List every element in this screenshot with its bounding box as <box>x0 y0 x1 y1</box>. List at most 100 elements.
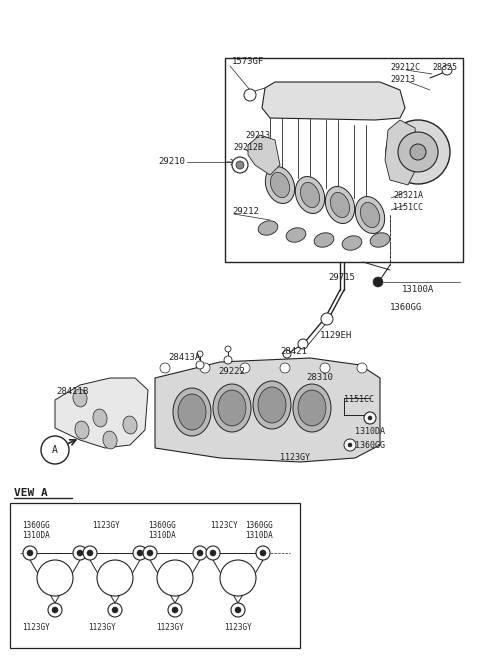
Circle shape <box>244 89 256 101</box>
Text: 1123GY: 1123GY <box>280 453 310 463</box>
Circle shape <box>235 607 241 613</box>
Text: VEW A: VEW A <box>14 488 48 498</box>
Circle shape <box>344 439 356 451</box>
Ellipse shape <box>295 177 324 214</box>
Text: 29210: 29210 <box>158 158 185 166</box>
Text: 28321A: 28321A <box>393 191 423 200</box>
Ellipse shape <box>73 389 87 407</box>
Text: 29213: 29213 <box>245 131 270 139</box>
Circle shape <box>210 550 216 556</box>
Circle shape <box>260 550 266 556</box>
Ellipse shape <box>342 236 362 250</box>
Circle shape <box>193 546 207 560</box>
Circle shape <box>321 313 333 325</box>
Text: 1573GF: 1573GF <box>232 58 264 66</box>
Ellipse shape <box>330 193 349 217</box>
Ellipse shape <box>75 421 89 439</box>
Circle shape <box>108 603 122 617</box>
Circle shape <box>364 412 376 424</box>
Ellipse shape <box>360 202 380 227</box>
Text: A: A <box>52 445 58 455</box>
Text: 28421: 28421 <box>280 348 307 357</box>
Text: 1123GY: 1123GY <box>88 622 116 631</box>
Ellipse shape <box>300 183 320 208</box>
Text: 1123GY: 1123GY <box>224 622 252 631</box>
Circle shape <box>133 546 147 560</box>
Circle shape <box>41 436 69 464</box>
Circle shape <box>87 550 93 556</box>
Text: 29212B: 29212B <box>233 143 263 152</box>
Circle shape <box>410 144 426 160</box>
Circle shape <box>160 363 170 373</box>
Circle shape <box>240 363 250 373</box>
Text: 1360GG: 1360GG <box>148 520 176 530</box>
Circle shape <box>73 546 87 560</box>
Circle shape <box>236 161 244 169</box>
Ellipse shape <box>103 431 117 449</box>
Ellipse shape <box>218 390 246 426</box>
Circle shape <box>398 132 438 172</box>
Circle shape <box>298 339 308 349</box>
Text: 29715: 29715 <box>328 273 355 283</box>
Ellipse shape <box>178 394 206 430</box>
Circle shape <box>280 363 290 373</box>
Circle shape <box>147 550 153 556</box>
Circle shape <box>368 416 372 420</box>
Ellipse shape <box>298 390 326 426</box>
Circle shape <box>23 546 37 560</box>
Text: 1151CC: 1151CC <box>393 204 423 212</box>
Ellipse shape <box>258 387 286 423</box>
Circle shape <box>200 363 210 373</box>
Circle shape <box>386 120 450 184</box>
Text: 1129EH: 1129EH <box>320 330 352 340</box>
Circle shape <box>224 356 232 364</box>
Ellipse shape <box>355 196 384 233</box>
Ellipse shape <box>286 228 306 242</box>
Circle shape <box>196 361 204 369</box>
Text: 1310DA: 1310DA <box>22 530 50 539</box>
Text: 28413A: 28413A <box>168 353 200 363</box>
Ellipse shape <box>370 233 390 247</box>
Circle shape <box>168 603 182 617</box>
Ellipse shape <box>123 416 137 434</box>
Text: 13100A: 13100A <box>402 286 434 294</box>
Text: 1360GG: 1360GG <box>245 520 273 530</box>
Circle shape <box>143 546 157 560</box>
Text: 28310: 28310 <box>306 373 333 382</box>
Circle shape <box>157 560 193 596</box>
Text: 1310DA: 1310DA <box>148 530 176 539</box>
Polygon shape <box>248 135 280 175</box>
Circle shape <box>231 603 245 617</box>
Circle shape <box>97 560 133 596</box>
Text: 1123GY: 1123GY <box>92 520 120 530</box>
Text: 1151CC: 1151CC <box>344 396 374 405</box>
Circle shape <box>77 550 83 556</box>
Circle shape <box>225 346 231 352</box>
Ellipse shape <box>93 409 107 427</box>
Circle shape <box>52 607 58 613</box>
Text: 29212C: 29212C <box>390 62 420 72</box>
Text: 1123GY: 1123GY <box>22 622 50 631</box>
Circle shape <box>197 550 203 556</box>
Circle shape <box>137 550 143 556</box>
Circle shape <box>37 560 73 596</box>
Text: 1310DA: 1310DA <box>245 530 273 539</box>
Ellipse shape <box>265 166 295 204</box>
Circle shape <box>373 277 383 287</box>
Circle shape <box>256 546 270 560</box>
Ellipse shape <box>314 233 334 247</box>
Circle shape <box>83 546 97 560</box>
Text: 1360GG: 1360GG <box>22 520 50 530</box>
Ellipse shape <box>270 172 289 198</box>
Circle shape <box>206 546 220 560</box>
Ellipse shape <box>173 388 211 436</box>
Ellipse shape <box>213 384 251 432</box>
Text: 28411B: 28411B <box>56 388 88 397</box>
Text: 1123GY: 1123GY <box>156 622 184 631</box>
Circle shape <box>357 363 367 373</box>
Polygon shape <box>55 378 148 448</box>
Text: 1123CY: 1123CY <box>210 520 238 530</box>
Ellipse shape <box>325 187 355 223</box>
Text: 29222: 29222 <box>218 367 245 376</box>
Circle shape <box>348 443 352 447</box>
